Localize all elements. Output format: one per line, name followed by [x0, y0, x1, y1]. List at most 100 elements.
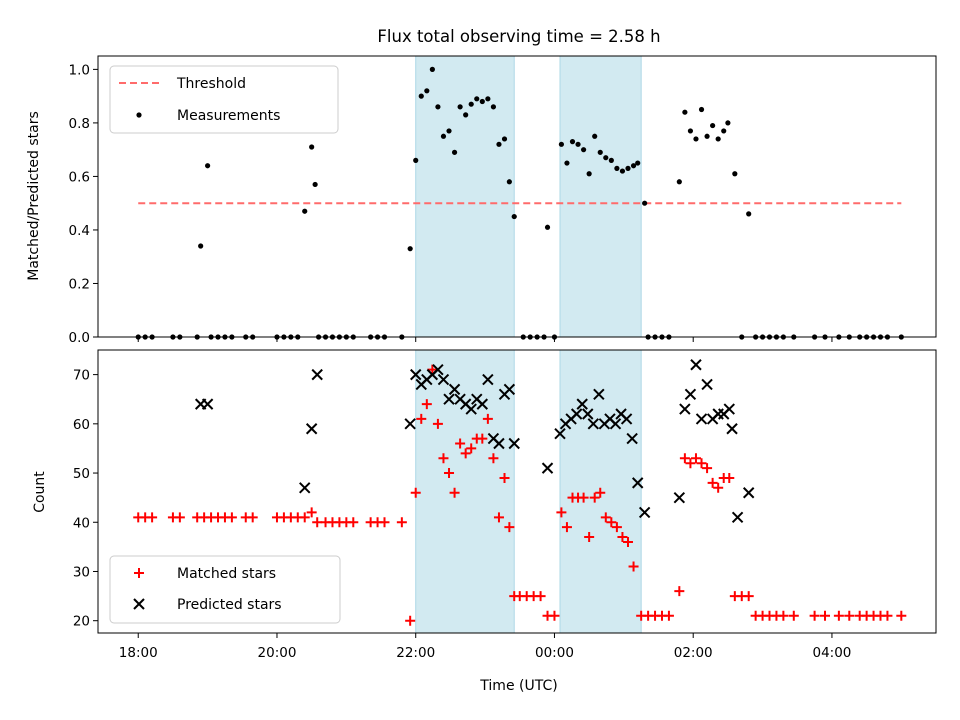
shaded-interval — [559, 55, 642, 338]
measurement-point — [468, 101, 474, 107]
legend-matched-label: Matched stars — [177, 566, 276, 582]
measurement-point — [485, 96, 491, 102]
matched-star-point — [809, 610, 820, 621]
top-legend: Threshold Measurements — [109, 65, 339, 134]
measurement-point — [446, 128, 452, 134]
predicted-star-point — [712, 408, 724, 420]
measurement-point — [693, 136, 699, 142]
measurement-point — [704, 133, 710, 139]
matched-star-point — [844, 610, 855, 621]
predicted-star-point — [541, 462, 554, 474]
matched-star-point — [477, 433, 488, 444]
matched-star-point — [432, 418, 443, 429]
matched-star-point — [247, 512, 258, 523]
matched-star-point — [549, 610, 560, 621]
measurement-point — [457, 104, 463, 110]
matched-star-point — [713, 482, 724, 493]
predicted-star-point — [465, 403, 477, 415]
measurement-point — [496, 141, 502, 147]
predicted-star-point — [432, 363, 444, 376]
shaded-interval — [415, 55, 515, 338]
matched-star-point — [556, 507, 567, 518]
x-tick-label: 18:00 — [119, 645, 158, 661]
matched-star-point — [584, 532, 595, 543]
matched-star-point — [482, 413, 493, 424]
matched-star-point — [416, 413, 427, 424]
predicted-star-point — [638, 506, 651, 519]
predicted-star-point — [482, 373, 494, 386]
matched-star-point — [438, 453, 449, 464]
measurement-point — [721, 128, 727, 134]
matched-star-point — [460, 448, 471, 459]
measurement-point — [710, 122, 716, 129]
measurement-point — [413, 157, 419, 163]
matched-star-point — [690, 453, 701, 464]
top-panel-frame — [97, 55, 937, 338]
measurement-point — [564, 160, 570, 166]
matched-star-point — [379, 517, 390, 528]
legend-measurements-label: Measurements — [177, 108, 280, 124]
predicted-star-point — [679, 403, 691, 415]
y-tick-label: 0.4 — [69, 223, 90, 239]
bottom-legend-box — [109, 555, 341, 624]
y-tick-label: 50 — [73, 466, 90, 482]
top-panel: 0.0 0.2 0.4 0.6 0.8 1.0 Matched/Predicted sta… — [26, 55, 937, 346]
matched-star-point — [702, 463, 713, 474]
matched-star-point — [348, 517, 359, 528]
measurement-point — [715, 136, 721, 142]
y-tick-label: 0.6 — [69, 169, 90, 185]
matched-star-point — [174, 512, 185, 523]
predicted-star-point — [726, 423, 738, 435]
legend-predicted-label: Predicted stars — [177, 597, 282, 613]
matched-star-point — [493, 512, 504, 523]
measurement-point — [424, 88, 430, 94]
matched-star-point — [724, 472, 735, 483]
matched-star-point — [617, 532, 628, 543]
y-tick-label: 1.0 — [69, 62, 90, 78]
measurement-point — [569, 139, 576, 145]
matched-star-point — [427, 364, 438, 375]
measurement-point — [418, 93, 424, 99]
measurement-point — [205, 163, 211, 169]
measurement-point — [592, 133, 598, 139]
measurement-point — [597, 149, 603, 155]
measurement-point — [586, 171, 592, 177]
measurement-point — [630, 163, 637, 169]
predicted-star-point — [410, 368, 422, 381]
bottom-ylabel: Count — [32, 471, 48, 513]
matched-star-point — [696, 458, 707, 469]
measurement-point — [698, 106, 705, 113]
predicted-star-point — [311, 368, 323, 381]
measurement-point — [642, 200, 648, 206]
predicted-star-point — [576, 398, 588, 410]
predicted-star-point — [299, 482, 311, 494]
measurement-point — [580, 147, 587, 153]
predicted-star-point — [626, 432, 638, 445]
matched-star-point — [820, 610, 831, 621]
x-tick-label: 00:00 — [535, 645, 574, 661]
x-tick-label: 22:00 — [396, 645, 435, 661]
matched-star-point — [663, 610, 674, 621]
predicted-star-point — [701, 378, 713, 391]
predicted-star-point — [503, 383, 516, 396]
matched-star-point — [606, 517, 617, 528]
top-ylabel: Matched/Predicted stars — [26, 111, 42, 281]
legend-threshold-label: Threshold — [176, 76, 246, 92]
bottom-panel-frame — [97, 349, 937, 634]
measurement-point — [732, 171, 738, 177]
x-tick-label: 20:00 — [258, 645, 297, 661]
x-tick-label: 02:00 — [674, 645, 713, 661]
predicted-star-point — [731, 511, 744, 524]
measurement-point — [479, 98, 485, 105]
y-tick-label: 70 — [73, 368, 90, 384]
predicted-star-point — [587, 418, 600, 430]
predicted-star-point — [493, 437, 505, 450]
predicted-star-point — [673, 491, 686, 504]
chart-title: Flux total observing time = 2.58 h — [377, 27, 660, 46]
matched-star-point — [561, 522, 572, 533]
predicted-star-point — [476, 398, 489, 410]
matched-star-point — [707, 477, 718, 488]
predicted-star-point — [448, 383, 461, 396]
measurement-point — [198, 243, 204, 249]
matched-star-point — [449, 487, 460, 498]
